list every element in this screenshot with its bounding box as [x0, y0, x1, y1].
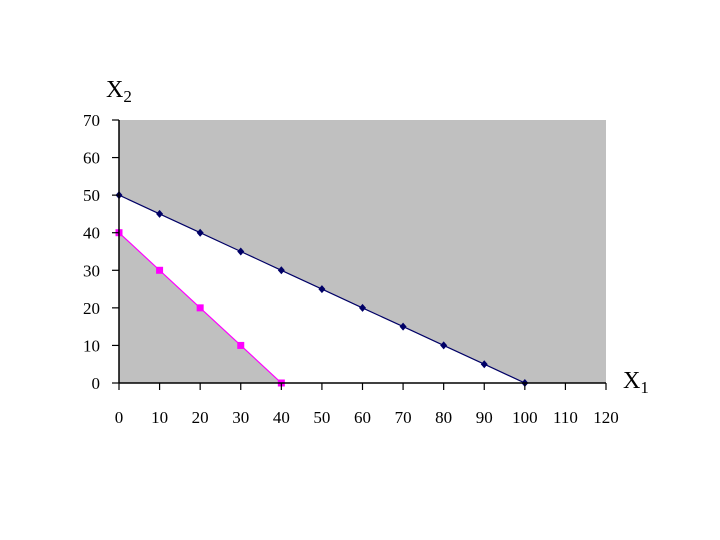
- x-tick-label: 100: [512, 408, 538, 427]
- y-tick-label: 70: [83, 111, 100, 130]
- y-tick-label: 20: [83, 299, 100, 318]
- series-1-point: [399, 322, 407, 331]
- x-tick-label: 50: [313, 408, 330, 427]
- series-2-point: [237, 341, 245, 349]
- x-tick-label: 90: [476, 408, 493, 427]
- plot-area: [119, 120, 606, 383]
- series-2-point: [156, 266, 164, 274]
- series-1-point: [237, 247, 245, 256]
- series-1-point: [359, 303, 366, 312]
- x-tick-label: 110: [553, 408, 578, 427]
- series-1-point: [480, 360, 488, 369]
- x-tick-label: 10: [151, 408, 168, 427]
- x-tick-label: 70: [395, 408, 412, 427]
- y-axis-title: X2: [106, 77, 132, 106]
- y-tick-label: 60: [83, 149, 100, 168]
- x-tick-label: 40: [273, 408, 290, 427]
- x-tick-label: 30: [232, 408, 249, 427]
- series-layer: [115, 191, 529, 387]
- series-1-point: [196, 228, 204, 237]
- y-tick-label: 50: [83, 186, 100, 205]
- series-1-point: [277, 266, 285, 275]
- x-axis-title: X1: [623, 368, 649, 397]
- x-tick-label: 0: [115, 408, 124, 427]
- series-2-point: [196, 304, 204, 312]
- y-tick-label: 0: [92, 374, 101, 393]
- y-tick-label: 30: [83, 261, 100, 280]
- x-tick-label: 60: [354, 408, 371, 427]
- series-1-point: [440, 341, 448, 350]
- x-tick-label: 120: [593, 408, 619, 427]
- x-tick-label: 80: [435, 408, 452, 427]
- series-1-point: [156, 209, 164, 218]
- axes: 0 10 20 30 40 50 60 70 80 90 100 110 120 0 10 20 30 40 50 6…: [83, 111, 619, 427]
- x-tick-label: 20: [192, 408, 209, 427]
- y-tick-label: 10: [83, 336, 100, 355]
- y-tick-label: 40: [83, 224, 100, 243]
- series-1-point: [318, 285, 326, 294]
